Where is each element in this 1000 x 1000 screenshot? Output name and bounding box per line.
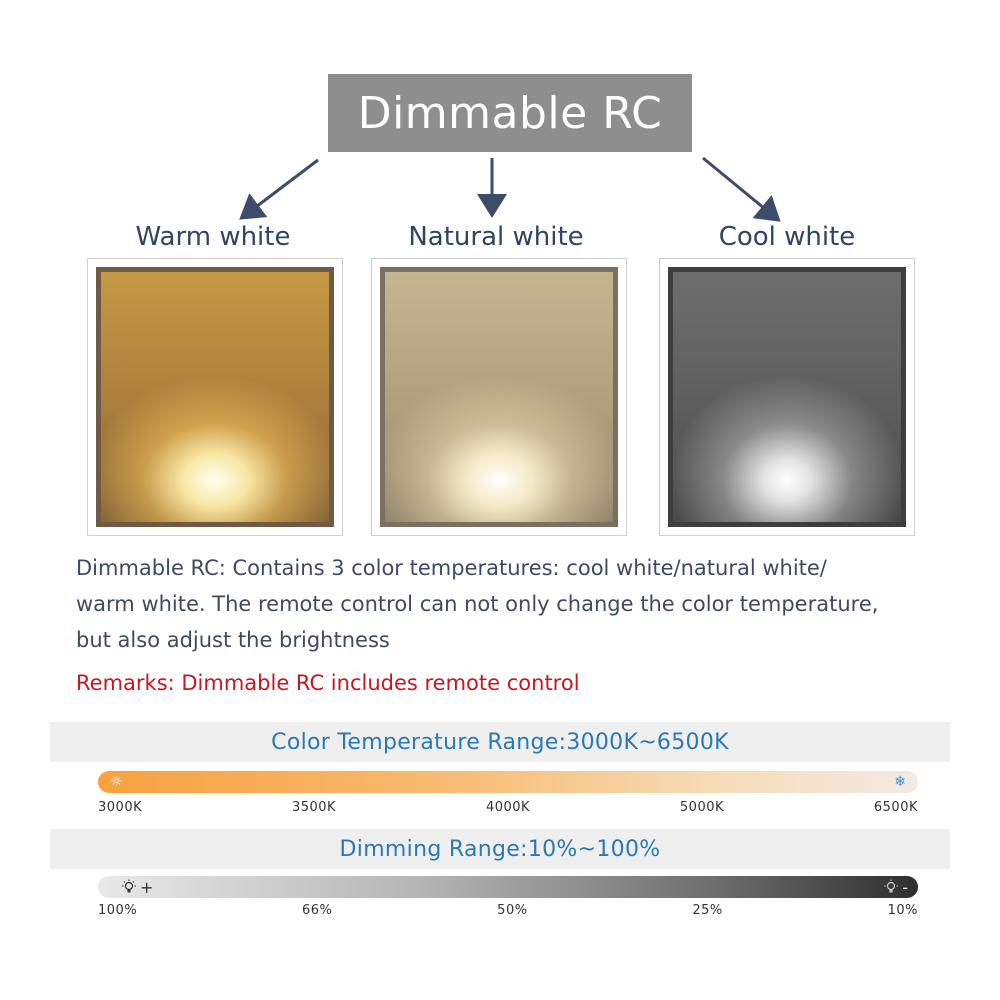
- page-title: Dimmable RC: [357, 87, 663, 139]
- tick-label: 10%: [887, 903, 918, 918]
- cool-light-glow: [668, 267, 906, 527]
- color-temperature-ticks: 3000K 3500K 4000K 5000K 6500K: [98, 800, 918, 815]
- color-temperature-title: Color Temperature Range:3000K~6500K: [271, 729, 729, 755]
- warm-white-panel: [87, 258, 343, 536]
- tick-label: 3000K: [98, 800, 143, 815]
- cool-white-panel: [659, 258, 915, 536]
- snowflake-icon: ❄: [894, 774, 906, 790]
- tick-label: 100%: [98, 903, 138, 918]
- tick-label: 50%: [497, 903, 528, 918]
- dimming-ticks: 100% 66% 50% 25% 10%: [98, 903, 918, 918]
- bulb-dim-icon: -: [882, 876, 908, 898]
- tick-label: 4000K: [485, 800, 531, 815]
- label-warm-white: Warm white: [135, 222, 291, 252]
- bulb-bright-icon: +: [120, 876, 153, 898]
- color-temperature-bar: ☼ ❄: [98, 771, 918, 793]
- bulb-dim-svg: [884, 879, 899, 893]
- minus-symbol: -: [902, 877, 908, 897]
- tick-label: 25%: [692, 903, 723, 918]
- label-cool-white: Cool white: [718, 222, 856, 252]
- tick-label: 3500K: [291, 800, 337, 815]
- sun-icon: ☼: [110, 774, 123, 790]
- tick-label: 6500K: [873, 800, 918, 815]
- description-line-1: Dimmable RC: Contains 3 color temperatur…: [76, 556, 827, 580]
- tick-label: 5000K: [679, 800, 725, 815]
- description-line-3: but also adjust the brightness: [76, 628, 390, 652]
- warm-light-glow: [96, 267, 334, 527]
- description-line-2: warm white. The remote control can not o…: [76, 592, 879, 616]
- label-natural-white: Natural white: [408, 222, 584, 252]
- title-box: Dimmable RC: [328, 74, 692, 152]
- arrow-warm: [239, 158, 319, 220]
- natural-white-panel: [371, 258, 627, 536]
- remark-text: Remarks: Dimmable RC includes remote con…: [76, 671, 580, 695]
- dimming-title: Dimming Range:10%~100%: [339, 836, 661, 862]
- dimming-band: Dimming Range:10%~100%: [50, 829, 950, 869]
- natural-light-glow: [380, 267, 618, 527]
- plus-symbol: +: [140, 877, 154, 897]
- bulb-bright-svg: [122, 879, 136, 893]
- arrows-diagram: [239, 156, 781, 222]
- color-temperature-band: Color Temperature Range:3000K~6500K: [50, 722, 950, 762]
- dimming-bar: + -: [98, 876, 918, 898]
- description: Dimmable RC: Contains 3 color temperatur…: [76, 550, 976, 658]
- tick-label: 66%: [301, 903, 333, 918]
- arrow-cool: [702, 156, 781, 222]
